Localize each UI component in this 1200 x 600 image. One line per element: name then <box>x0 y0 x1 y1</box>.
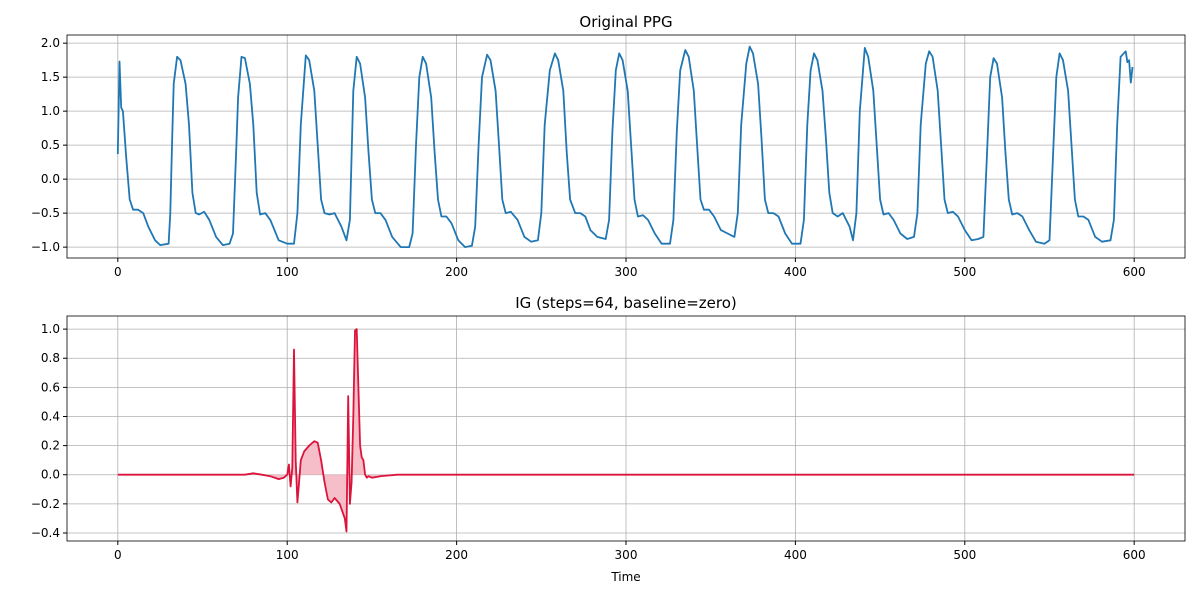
x-tick-label: 400 <box>784 548 807 562</box>
x-tick-label: 600 <box>1123 265 1146 279</box>
y-tick-label: 0.2 <box>41 439 60 453</box>
x-tick-label: 500 <box>953 265 976 279</box>
y-tick-label: 0.0 <box>41 468 60 482</box>
x-tick-label: 0 <box>114 265 122 279</box>
axes-frame <box>66 315 1186 542</box>
x-tick-label: 200 <box>445 548 468 562</box>
x-tick-label: 300 <box>615 548 638 562</box>
y-tick-label: 1.0 <box>41 322 60 336</box>
y-tick-label: −0.5 <box>31 206 60 220</box>
x-tick-label: 100 <box>276 265 299 279</box>
y-tick-label: −0.4 <box>31 526 60 540</box>
data-line <box>117 328 1135 533</box>
y-tick-label: 1.0 <box>41 104 60 118</box>
y-tick-label: −1.0 <box>31 240 60 254</box>
x-tick-label: 200 <box>445 265 468 279</box>
data-line <box>116 45 1134 248</box>
y-tick-label: 0.6 <box>41 380 60 394</box>
x-tick-label: 400 <box>784 265 807 279</box>
x-axis-label: Time <box>610 570 640 584</box>
y-tick-label: 2.0 <box>41 36 60 50</box>
x-tick-label: 500 <box>953 548 976 562</box>
y-tick-label: −0.2 <box>31 497 60 511</box>
chart-title: Original PPG <box>579 13 672 31</box>
y-tick-label: 0.0 <box>41 172 60 186</box>
x-tick-label: 600 <box>1123 548 1146 562</box>
x-tick-label: 300 <box>615 265 638 279</box>
y-tick-label: 0.4 <box>41 409 60 423</box>
y-tick-label: 1.5 <box>41 70 60 84</box>
chart-title: IG (steps=64, baseline=zero) <box>515 294 736 312</box>
y-tick-label: 0.5 <box>41 138 60 152</box>
y-tick-label: 0.8 <box>41 351 60 365</box>
x-tick-label: 100 <box>276 548 299 562</box>
axes-frame <box>66 34 1186 259</box>
x-tick-label: 0 <box>114 548 122 562</box>
